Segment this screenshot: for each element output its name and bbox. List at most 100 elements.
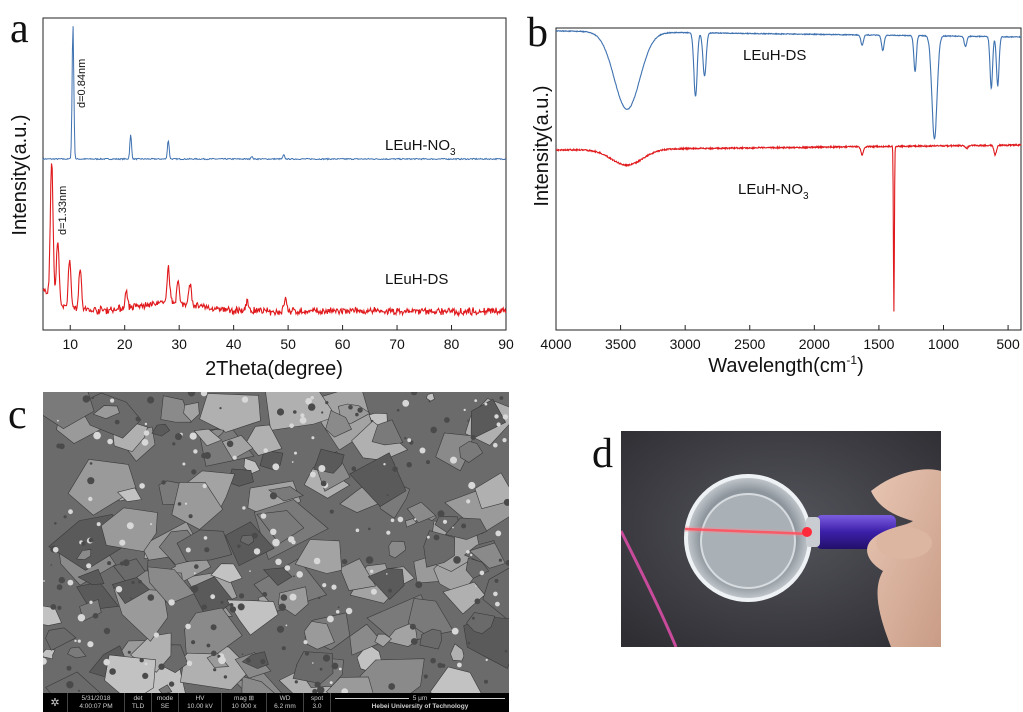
legend-label-ds: LEuH-DS <box>743 47 806 64</box>
sem-spot-value: 3.0 <box>312 702 322 710</box>
sem-particle <box>262 592 268 597</box>
sem-particle <box>474 399 478 402</box>
sem-particle <box>484 402 488 406</box>
sem-particle <box>66 681 74 689</box>
sem-particle <box>77 639 81 643</box>
sem-particle <box>278 603 286 611</box>
x-axis-label: Wavelength(cm-1) <box>708 353 864 377</box>
sem-particle <box>281 646 286 651</box>
sem-det-label: det <box>133 694 143 702</box>
sem-particle <box>467 641 471 645</box>
laser-beam <box>684 527 812 536</box>
sem-particle <box>371 419 374 422</box>
x-tick-label: 60 <box>335 336 351 352</box>
sem-particle <box>193 572 196 575</box>
sem-particle <box>496 422 501 427</box>
sem-particle <box>396 408 400 412</box>
sem-particle <box>305 398 312 405</box>
sem-particle <box>498 558 502 562</box>
sem-datetime: 5/31/2018 4:00:07 PM <box>68 693 125 712</box>
sem-particle <box>54 522 57 525</box>
sem-particle <box>276 408 285 416</box>
sem-particle <box>126 522 134 530</box>
sem-particle <box>184 502 188 505</box>
sem-particle <box>430 657 436 664</box>
sem-particle <box>143 430 150 436</box>
sem-particle <box>322 654 331 662</box>
sem-particle <box>96 522 101 527</box>
sem-particle <box>437 510 445 518</box>
x-tick-label: 4000 <box>540 336 571 352</box>
sem-particle <box>285 624 288 627</box>
sem-crystal <box>444 517 488 540</box>
sem-particle <box>43 657 47 665</box>
panel-label-a: a <box>10 6 29 52</box>
sem-particle <box>351 466 357 471</box>
sem-crystal <box>426 392 435 402</box>
sem-particle <box>91 396 95 400</box>
sem-particle <box>187 392 196 397</box>
sem-particle <box>249 570 251 572</box>
sem-crystal <box>474 472 509 510</box>
sem-particle <box>289 423 294 428</box>
sem-particle <box>185 623 191 630</box>
x-tick-label: 90 <box>498 336 514 352</box>
sem-particle <box>300 413 305 418</box>
x-tick-label: 3000 <box>670 336 701 352</box>
sem-particle <box>451 627 459 635</box>
sem-particle <box>88 496 93 502</box>
sem-particle <box>87 477 95 485</box>
legend-label-nitrate-main: LEuH-NO <box>738 181 803 198</box>
x-axis-label-main: Wavelength(cm <box>708 355 846 377</box>
sem-particle <box>407 438 412 443</box>
sem-crystal <box>442 581 486 615</box>
x-tick-label: 10 <box>62 336 78 352</box>
sem-particle <box>127 650 131 654</box>
sem-particle <box>190 585 199 593</box>
sem-particle <box>206 643 211 648</box>
sem-wd-label: WD <box>279 694 291 702</box>
photo-illustration <box>621 431 941 647</box>
sem-crystal <box>92 405 120 420</box>
sem-crystal <box>184 607 243 655</box>
sem-particle <box>67 579 74 586</box>
sem-particle <box>103 627 111 635</box>
sem-spot-label: spot <box>310 694 324 702</box>
sem-crystal <box>43 605 62 626</box>
sem-particle <box>203 536 208 540</box>
x-axis-label-sup: -1 <box>846 353 857 367</box>
pink-cable <box>621 530 678 647</box>
sem-particle <box>419 447 426 454</box>
sem-particle <box>272 463 280 471</box>
sem-particle <box>141 439 149 446</box>
sem-particle <box>52 546 59 553</box>
sem-particle <box>409 623 416 630</box>
sem-crystal <box>104 654 157 693</box>
sem-scale-bar-right <box>431 698 505 699</box>
sem-particle <box>131 580 135 585</box>
sem-particle <box>204 547 210 553</box>
sem-particle <box>293 575 295 578</box>
sem-particle <box>470 434 476 440</box>
x-tick-label: 30 <box>171 336 187 352</box>
sem-particle <box>294 680 298 684</box>
sem-particle <box>494 414 499 419</box>
sem-particle <box>110 398 115 403</box>
sem-wd: WD 6.2 mm <box>267 693 304 712</box>
sem-particle <box>357 407 363 413</box>
sem-particle <box>383 463 386 466</box>
sem-mag-label: mag ⊞ <box>234 694 254 702</box>
x-tick-label: 2000 <box>799 336 830 352</box>
x-tick-label: 1000 <box>928 336 959 352</box>
sem-crystal <box>183 402 200 422</box>
sem-det-value: TLD <box>131 702 145 710</box>
sem-particle <box>276 625 285 633</box>
sem-particle <box>316 686 325 693</box>
sem-crystal <box>43 392 95 429</box>
sem-time: 4:00:07 PM <box>79 702 113 710</box>
sem-particle <box>43 580 45 582</box>
sem-particle <box>404 437 407 440</box>
sem-crystal <box>268 486 304 502</box>
sem-particle <box>472 616 475 620</box>
sem-crystal <box>450 643 465 662</box>
